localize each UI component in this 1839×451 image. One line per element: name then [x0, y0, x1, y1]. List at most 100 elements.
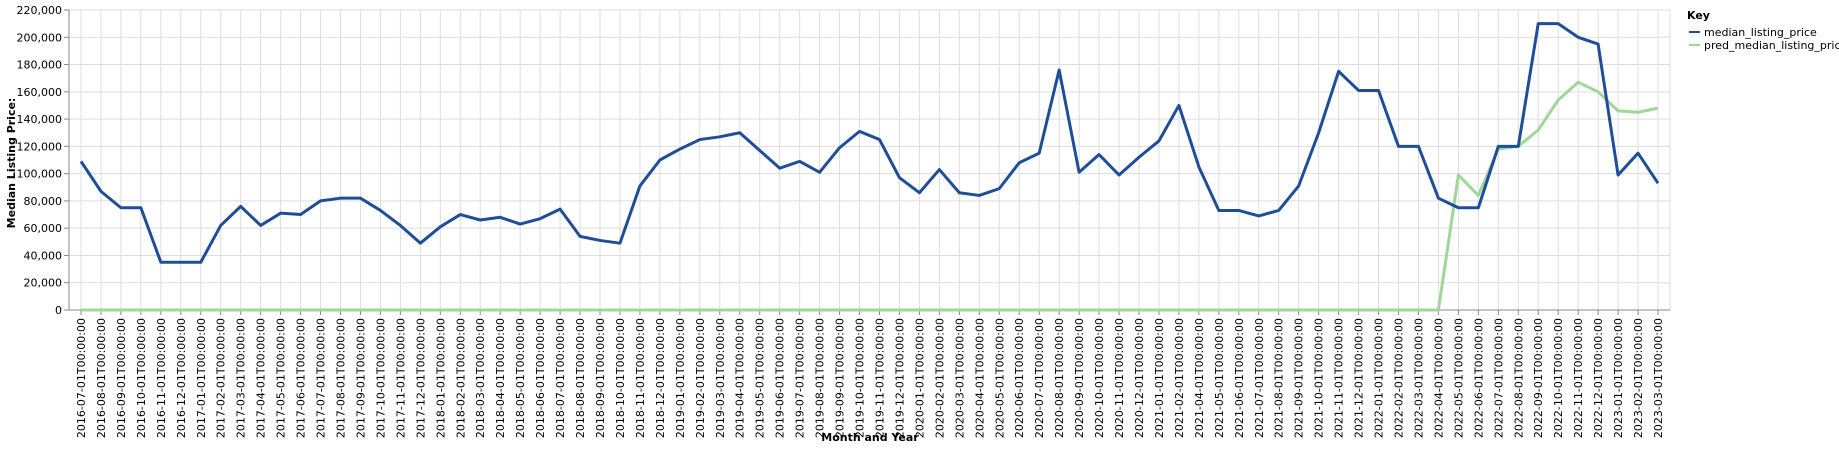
x-tick-label: 2019-09-01T00:00:00 — [834, 318, 847, 438]
x-tick-label: 2022-12-01T00:00:00 — [1592, 318, 1605, 438]
axes: 0 20,000 40,000 60,000 80,000 100,000 120,000 1… — [17, 4, 1670, 438]
x-tick-label: 2016-12-01T00:00:00 — [175, 318, 188, 438]
x-tick-label: 2022-11-01T00:00:00 — [1572, 318, 1585, 438]
x-tick-label: 2021-12-01T00:00:00 — [1353, 318, 1366, 438]
x-tick-label: 2022-10-01T00:00:00 — [1552, 318, 1565, 438]
legend-label: median_listing_price — [1704, 26, 1817, 39]
x-tick-label: 2017-02-01T00:00:00 — [215, 318, 228, 438]
legend-title: Key — [1687, 9, 1710, 22]
x-tick-label: 2023-02-01T00:00:00 — [1632, 318, 1645, 438]
x-tick-label: 2019-11-01T00:00:00 — [873, 318, 886, 438]
series-lines — [79, 22, 1660, 312]
x-tick-label: 2022-05-01T00:00:00 — [1452, 318, 1465, 438]
x-tick-label: 2020-03-01T00:00:00 — [953, 318, 966, 438]
x-tick-label: 2019-08-01T00:00:00 — [814, 318, 827, 438]
x-tick-label: 2022-08-01T00:00:00 — [1512, 318, 1525, 438]
y-tick-label: 220,000 — [17, 4, 63, 17]
x-tick-label: 2022-04-01T00:00:00 — [1432, 318, 1445, 438]
x-tick-label: 2018-06-01T00:00:00 — [534, 318, 547, 438]
x-tick-label: 2020-12-01T00:00:00 — [1133, 318, 1146, 438]
x-tick-label: 2016-08-01T00:00:00 — [95, 318, 108, 438]
x-tick-label: 2018-12-01T00:00:00 — [654, 318, 667, 438]
legend-items: median_listing_pricepred_median_listing_… — [1689, 26, 1839, 52]
y-tick-label: 100,000 — [17, 168, 63, 181]
x-tick-label: 2018-01-01T00:00:00 — [434, 318, 447, 438]
x-tick-label: 2017-01-01T00:00:00 — [195, 318, 208, 438]
x-tick-label: 2020-07-01T00:00:00 — [1033, 318, 1046, 438]
x-tick-label: 2021-04-01T00:00:00 — [1193, 318, 1206, 438]
x-tick-label: 2016-09-01T00:00:00 — [115, 318, 128, 438]
x-tick-label: 2019-07-01T00:00:00 — [794, 318, 807, 438]
x-tick-label: 2018-04-01T00:00:00 — [494, 318, 507, 438]
y-tick-label: 140,000 — [17, 113, 63, 126]
x-tick-label: 2021-06-01T00:00:00 — [1233, 318, 1246, 438]
x-tick-label: 2016-11-01T00:00:00 — [155, 318, 168, 438]
x-tick-label: 2017-11-01T00:00:00 — [394, 318, 407, 438]
x-tick-label: 2019-04-01T00:00:00 — [734, 318, 747, 438]
x-tick-label: 2021-01-01T00:00:00 — [1153, 318, 1166, 438]
x-tick-label: 2020-06-01T00:00:00 — [1013, 318, 1026, 438]
x-tick-label: 2019-05-01T00:00:00 — [754, 318, 767, 438]
x-tick-label: 2018-11-01T00:00:00 — [634, 318, 647, 438]
y-tick-label: 200,000 — [17, 31, 63, 44]
x-tick-label: 2017-03-01T00:00:00 — [235, 318, 248, 438]
x-tick-label: 2017-12-01T00:00:00 — [414, 318, 427, 438]
x-tick-label: 2020-02-01T00:00:00 — [933, 318, 946, 438]
x-tick-label: 2020-05-01T00:00:00 — [993, 318, 1006, 438]
x-tick-label: 2018-05-01T00:00:00 — [514, 318, 527, 438]
series-line-median-listing-price — [79, 22, 1660, 264]
y-tick-label: 40,000 — [24, 249, 63, 262]
x-tick-label: 2018-07-01T00:00:00 — [554, 318, 567, 438]
x-tick-label: 2020-01-01T00:00:00 — [913, 318, 926, 438]
x-tick-label: 2017-09-01T00:00:00 — [354, 318, 367, 438]
x-tick-label: 2017-05-01T00:00:00 — [275, 318, 288, 438]
x-tick-label: 2019-03-01T00:00:00 — [714, 318, 727, 438]
x-tick-label: 2016-07-01T00:00:00 — [75, 318, 88, 438]
x-tick-label: 2021-11-01T00:00:00 — [1333, 318, 1346, 438]
y-tick-label: 120,000 — [17, 140, 63, 153]
x-tick-label: 2021-09-01T00:00:00 — [1293, 318, 1306, 438]
x-tick-label: 2021-08-01T00:00:00 — [1273, 318, 1286, 438]
x-tick-label: 2019-06-01T00:00:00 — [774, 318, 787, 438]
x-tick-label: 2019-12-01T00:00:00 — [893, 318, 906, 438]
x-tick-label: 2022-01-01T00:00:00 — [1373, 318, 1386, 438]
x-tick-label: 2018-08-01T00:00:00 — [574, 318, 587, 438]
x-tick-label: 2017-04-01T00:00:00 — [255, 318, 268, 438]
x-tick-label: 2020-10-01T00:00:00 — [1093, 318, 1106, 438]
x-tick-label: 2017-08-01T00:00:00 — [335, 318, 348, 438]
x-tick-label: 2020-08-01T00:00:00 — [1053, 318, 1066, 438]
x-tick-label: 2021-10-01T00:00:00 — [1313, 318, 1326, 438]
x-tick-label: 2020-09-01T00:00:00 — [1073, 318, 1086, 438]
y-tick-label: 80,000 — [24, 195, 63, 208]
y-axis-title: Median Listing Price: — [5, 98, 18, 229]
y-tick-label: 160,000 — [17, 86, 63, 99]
x-tick-label: 2021-07-01T00:00:00 — [1253, 318, 1266, 438]
x-tick-label: 2017-07-01T00:00:00 — [315, 318, 328, 438]
x-tick-label: 2018-09-01T00:00:00 — [594, 318, 607, 438]
x-tick-label: 2018-03-01T00:00:00 — [474, 318, 487, 438]
x-tick-label: 2018-10-01T00:00:00 — [614, 318, 627, 438]
x-tick-label: 2019-10-01T00:00:00 — [854, 318, 867, 438]
x-axis-title: Month and Year — [821, 431, 919, 444]
x-tick-label: 2020-04-01T00:00:00 — [973, 318, 986, 438]
x-tick-label: 2022-06-01T00:00:00 — [1472, 318, 1485, 438]
x-tick-label: 2022-02-01T00:00:00 — [1392, 318, 1405, 438]
y-tick-label: 0 — [55, 304, 62, 317]
legend: Key median_listing_pricepred_median_list… — [1687, 9, 1839, 52]
y-tick-label: 180,000 — [17, 59, 63, 72]
x-tick-label: 2019-01-01T00:00:00 — [674, 318, 687, 438]
x-tick-label: 2023-01-01T00:00:00 — [1612, 318, 1625, 438]
x-tick-label: 2022-09-01T00:00:00 — [1532, 318, 1545, 438]
series-line-pred-median-listing-price — [81, 80, 1659, 312]
x-tick-label: 2023-03-01T00:00:00 — [1652, 318, 1665, 438]
x-tick-label: 2016-10-01T00:00:00 — [135, 318, 148, 438]
x-tick-label: 2017-06-01T00:00:00 — [295, 318, 308, 438]
x-tick-label: 2022-03-01T00:00:00 — [1412, 318, 1425, 438]
y-tick-label: 60,000 — [24, 222, 63, 235]
legend-label: pred_median_listing_price — [1704, 39, 1839, 52]
x-tick-label: 2021-05-01T00:00:00 — [1213, 318, 1226, 438]
x-tick-label: 2018-02-01T00:00:00 — [454, 318, 467, 438]
plot-frame — [68, 9, 1671, 311]
